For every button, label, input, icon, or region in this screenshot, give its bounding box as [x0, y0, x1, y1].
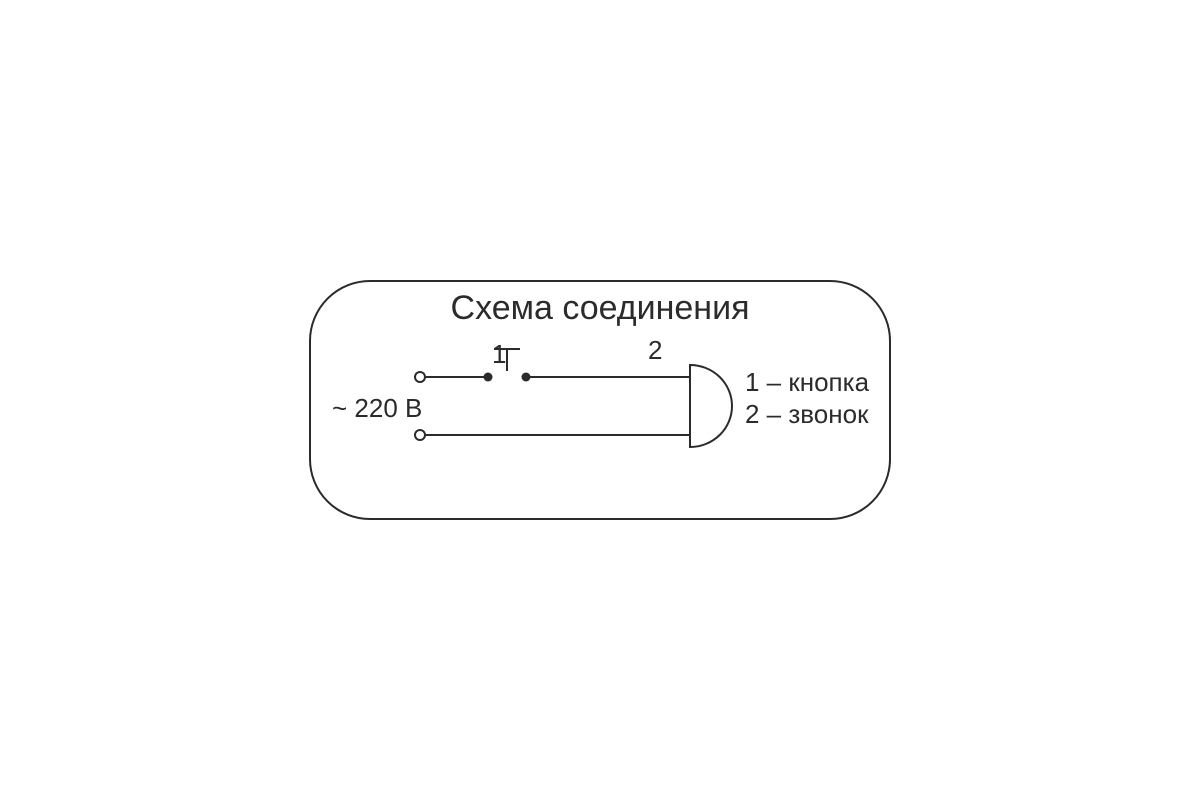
legend-bell: 2 – звонок [745, 399, 868, 430]
bell-number-label: 2 [648, 335, 662, 366]
switch-contact-right [522, 373, 531, 382]
diagram-title: Схема соединения [290, 289, 910, 328]
terminal-top [415, 372, 425, 382]
switch-contact-left [484, 373, 493, 382]
voltage-label: ~ 220 В [332, 393, 422, 424]
legend-button: 1 – кнопка [745, 367, 869, 398]
terminal-bottom [415, 430, 425, 440]
button-number-label: 1 [492, 339, 506, 370]
bell-symbol [690, 365, 732, 447]
wiring-diagram: Схема соединения 1 2 ~ 220 В 1 – кнопка … [290, 275, 910, 525]
